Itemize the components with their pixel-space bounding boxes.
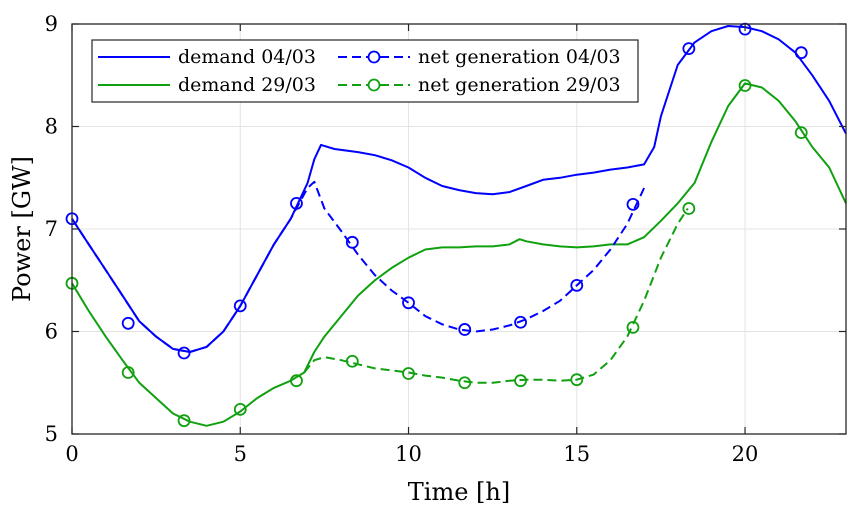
series-marker-3 (738, 79, 752, 92)
series-marker-3 (794, 126, 808, 140)
series-marker-1 (290, 196, 303, 210)
x-tick-label: 15 (563, 442, 590, 466)
series-marker-3 (626, 320, 640, 334)
y-tick-label: 8 (45, 115, 58, 139)
series-marker-1 (233, 299, 247, 313)
x-axis-label: Time [h] (408, 478, 510, 506)
legend-label-2: demand 29/03 (178, 74, 316, 96)
x-tick-label: 0 (65, 442, 78, 466)
series-marker-1 (794, 46, 808, 60)
series-marker-1 (402, 296, 415, 310)
series-marker-3 (345, 354, 359, 368)
series-marker-3 (233, 402, 247, 416)
series-marker-1 (121, 316, 135, 330)
y-tick-label: 5 (45, 422, 58, 446)
series-layer (65, 22, 847, 428)
series-marker-3 (121, 366, 135, 379)
y-tick-label: 7 (45, 217, 58, 241)
legend: demand 04/03 net generation 04/03 demand 2… (91, 39, 639, 103)
x-tick-label: 20 (732, 442, 759, 466)
series-marker-1 (345, 235, 359, 249)
series-marker-1 (682, 42, 696, 55)
series-line-1 (71, 180, 646, 353)
series-line-3 (303, 207, 689, 384)
series-marker-3 (290, 374, 303, 388)
legend-marker-3 (367, 78, 381, 92)
legend-box (91, 39, 639, 103)
series-marker-1 (458, 323, 472, 336)
y-tick-label: 6 (45, 320, 58, 344)
series-marker-3 (514, 374, 527, 388)
series-marker-3 (458, 376, 472, 390)
series-marker-3 (682, 202, 696, 215)
series-marker-1 (570, 278, 584, 292)
legend-label-0: demand 04/03 (178, 46, 316, 68)
series-marker-3 (570, 373, 584, 387)
x-tick-label: 10 (395, 442, 422, 466)
legend-label-1: net generation 04/03 (418, 46, 621, 68)
series-marker-1 (514, 315, 527, 329)
series-line-2 (71, 82, 847, 427)
y-axis-label: Power [GW] (8, 156, 36, 302)
series-marker-1 (177, 346, 191, 360)
x-tick-label: 5 (234, 442, 247, 466)
series-marker-3 (177, 414, 191, 428)
legend-label-3: net generation 29/03 (418, 74, 621, 96)
series-marker-1 (626, 197, 640, 211)
series-marker-3 (402, 367, 415, 380)
y-tick-label: 9 (45, 12, 58, 36)
legend-marker-1 (367, 50, 381, 64)
